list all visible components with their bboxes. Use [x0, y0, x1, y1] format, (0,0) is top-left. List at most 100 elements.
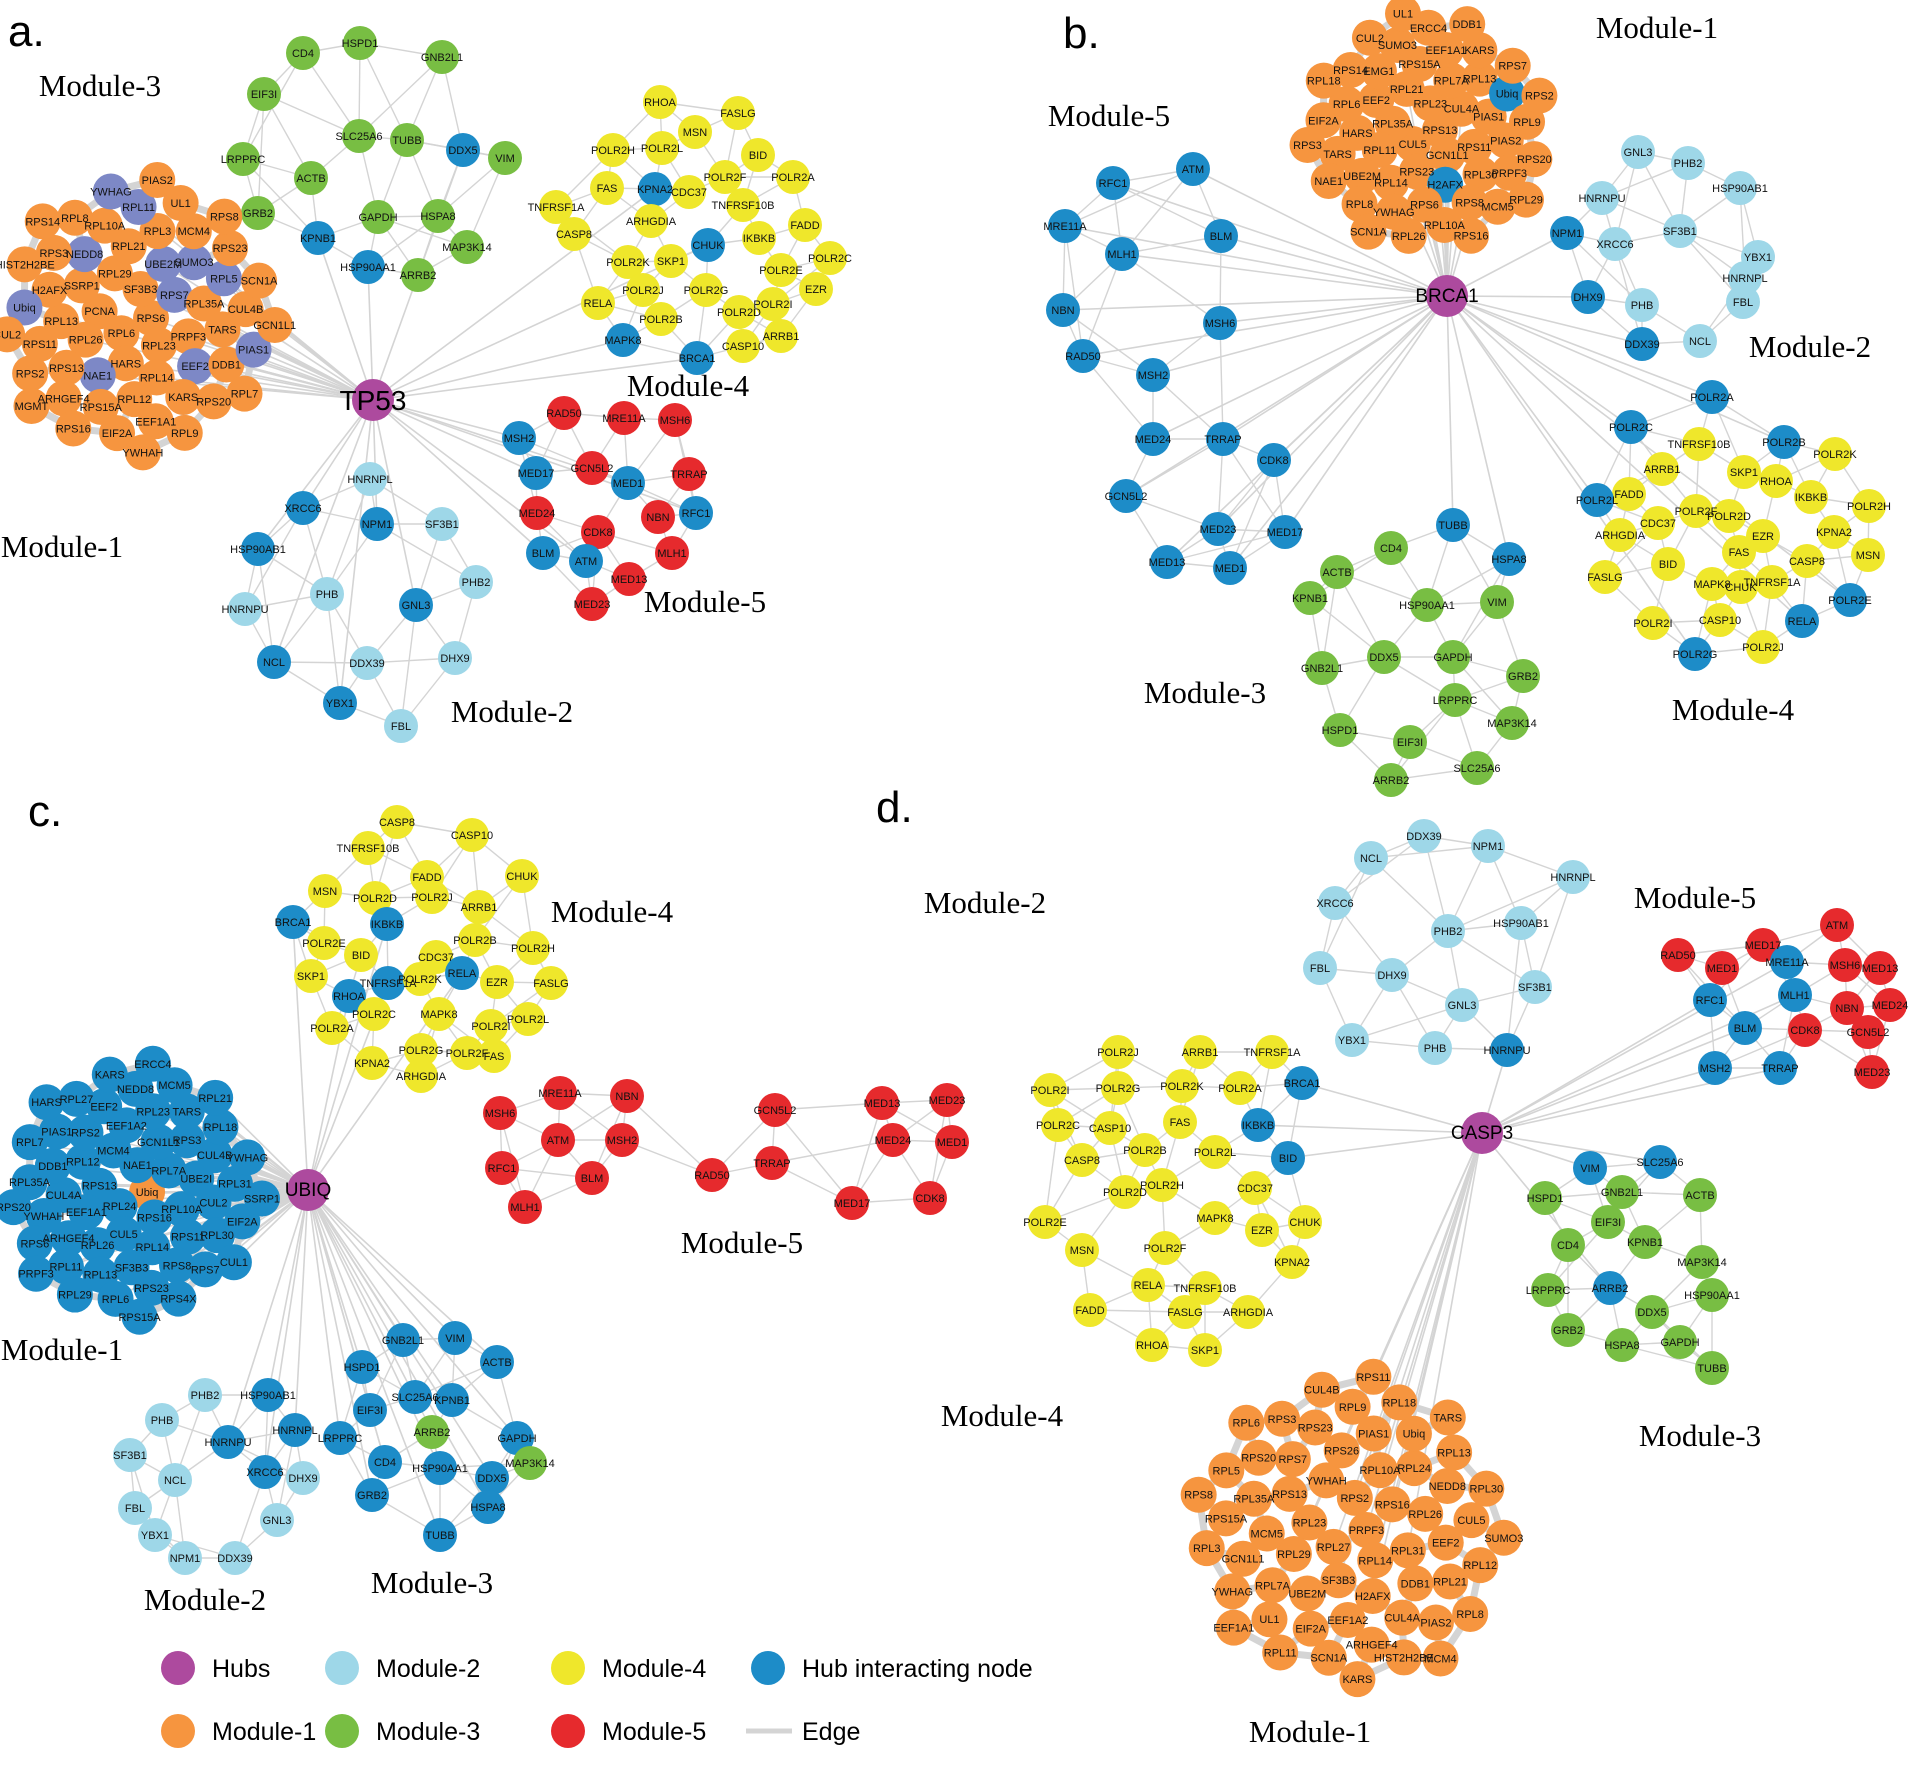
a-node-PIAS1[interactable]	[235, 331, 272, 368]
d-node-DDX5[interactable]	[1635, 1295, 1669, 1329]
a-node-RPL6[interactable]	[103, 315, 140, 352]
c-node-YBX1[interactable]	[138, 1518, 172, 1552]
b-node-DDX39[interactable]	[1625, 327, 1659, 361]
d-node-BID[interactable]	[1271, 1141, 1305, 1175]
b-node-MAPK8[interactable]	[1695, 567, 1729, 601]
a-node-CASP10[interactable]	[726, 329, 760, 363]
d-node-ARHGEF4[interactable]	[1353, 1626, 1390, 1663]
a-node-RPS15A[interactable]	[82, 388, 119, 425]
c-node-RHOA[interactable]	[332, 979, 366, 1013]
b-node-ARRB2[interactable]	[1374, 763, 1408, 797]
c-node-RPL12[interactable]	[64, 1143, 101, 1180]
d-node-RPS3[interactable]	[1264, 1400, 1301, 1437]
b-node-DDX5[interactable]	[1367, 640, 1401, 674]
c-node-FASLG[interactable]	[534, 966, 568, 1000]
c-node-RPL27[interactable]	[58, 1080, 95, 1117]
b-node-SKP1[interactable]	[1727, 455, 1761, 489]
d-node-HSP90AA1[interactable]	[1695, 1278, 1729, 1312]
a-node-CHUK[interactable]	[691, 228, 725, 262]
c-node-MSH2[interactable]	[605, 1123, 639, 1157]
a-node-RPS6[interactable]	[132, 300, 169, 336]
a-node-ARRB1[interactable]	[764, 319, 798, 353]
b-node-EZR[interactable]	[1746, 519, 1780, 553]
d-node-NBN[interactable]	[1830, 991, 1864, 1025]
a-node-PCNA[interactable]	[81, 293, 118, 330]
d-node-BLM[interactable]	[1728, 1011, 1762, 1045]
c-node-HNRNPU[interactable]	[211, 1425, 245, 1459]
a-node-POLR2D[interactable]	[722, 295, 756, 329]
b-node-EMG1[interactable]	[1360, 53, 1397, 90]
d-node-POLR2C[interactable]	[1041, 1108, 1075, 1142]
a-node-POLR2I[interactable]	[756, 287, 790, 321]
a-node-MLH1[interactable]	[655, 536, 689, 570]
c-node-KPNB1[interactable]	[435, 1383, 469, 1417]
d-node-MAP3K14[interactable]	[1685, 1245, 1719, 1279]
d-node-SF3B3[interactable]	[1320, 1562, 1357, 1599]
c-node-RPS8[interactable]	[159, 1247, 196, 1284]
d-node-CUL4A[interactable]	[1384, 1599, 1421, 1636]
b-node-RAD50[interactable]	[1066, 339, 1100, 373]
a-node-RPS16[interactable]	[55, 410, 92, 447]
a-node-SCN1A[interactable]	[241, 262, 278, 299]
b-node-MLH1[interactable]	[1105, 237, 1139, 271]
b-node-POLR2D[interactable]	[1712, 499, 1746, 533]
a-node-HSP90AB1[interactable]	[241, 532, 275, 566]
c-node-RPL7[interactable]	[11, 1124, 48, 1161]
d-node-TUBB[interactable]	[1695, 1351, 1729, 1385]
d-node-RPL24[interactable]	[1396, 1450, 1433, 1487]
a-node-RELA[interactable]	[581, 286, 615, 320]
d-node-CDK8[interactable]	[1788, 1013, 1822, 1047]
d-node-NPM1[interactable]	[1471, 829, 1505, 863]
b-node-RPS16[interactable]	[1453, 217, 1490, 254]
a-node-RPS23[interactable]	[212, 230, 249, 267]
d-node-RPL8[interactable]	[1452, 1595, 1489, 1632]
a-node-BID[interactable]	[741, 138, 775, 172]
a-node-YWHAH[interactable]	[124, 434, 161, 471]
b-node-KPNA2[interactable]	[1817, 515, 1851, 549]
b-node-ATM[interactable]	[1176, 152, 1210, 186]
d-node-RPL27[interactable]	[1315, 1528, 1352, 1565]
d-node-POLR2L[interactable]	[1198, 1135, 1232, 1169]
b-node-TRRAP[interactable]	[1206, 422, 1240, 456]
a-node-TUBB[interactable]	[390, 123, 424, 157]
d-node-RPL3[interactable]	[1188, 1530, 1225, 1567]
d-node-POLR2E[interactable]	[1028, 1205, 1062, 1239]
a-node-FBL[interactable]	[384, 709, 418, 743]
b-node-EEF2[interactable]	[1358, 82, 1395, 119]
b-node-GNL3[interactable]	[1621, 135, 1655, 169]
c-node-RPL11[interactable]	[47, 1248, 84, 1285]
c-node-RPS15A[interactable]	[121, 1298, 158, 1335]
a-node-TNFRSF1A[interactable]	[539, 190, 573, 224]
b-node-CASP8[interactable]	[1790, 544, 1824, 578]
b-node-MED13[interactable]	[1150, 545, 1184, 579]
c-node-HARS[interactable]	[28, 1084, 65, 1121]
d-node-CUL4B[interactable]	[1303, 1371, 1340, 1408]
a-node-RPL29[interactable]	[96, 255, 133, 292]
c-node-CHUK[interactable]	[505, 859, 539, 893]
b-node-RFC1[interactable]	[1096, 166, 1130, 200]
c-node-TNFRSF1A[interactable]	[371, 966, 405, 1000]
c-node-CDK8[interactable]	[913, 1181, 947, 1215]
a-node-EZR[interactable]	[799, 272, 833, 306]
d-node-POLR2D[interactable]	[1108, 1175, 1142, 1209]
a-node-RPL10A[interactable]	[86, 207, 123, 244]
c-node-RPL7A[interactable]	[150, 1152, 187, 1189]
a-node-EIF2A[interactable]	[99, 415, 136, 452]
a-node-RPS8[interactable]	[206, 198, 243, 235]
b-node-POLR2I[interactable]	[1636, 606, 1670, 640]
d-node-RELA[interactable]	[1131, 1268, 1165, 1302]
d-node-RPS20[interactable]	[1240, 1439, 1277, 1476]
a-node-PHB[interactable]	[310, 577, 344, 611]
a-node-RPL13[interactable]	[43, 303, 80, 340]
a-node-POLR2H[interactable]	[596, 133, 630, 167]
b-node-POLR2E[interactable]	[1833, 583, 1867, 617]
b-node-XRCC6[interactable]	[1598, 227, 1632, 261]
d-node-HNRNPL[interactable]	[1556, 860, 1590, 894]
c-node-KPNA2[interactable]	[355, 1046, 389, 1080]
c-node-RPS2[interactable]	[67, 1114, 104, 1151]
d-node-RPL14[interactable]	[1357, 1542, 1394, 1579]
a-node-EIF3I[interactable]	[247, 77, 281, 111]
a-node-POLR2C[interactable]	[813, 241, 847, 275]
c-node-YWHAH[interactable]	[25, 1198, 62, 1235]
d-node-RPL30[interactable]	[1468, 1470, 1505, 1507]
